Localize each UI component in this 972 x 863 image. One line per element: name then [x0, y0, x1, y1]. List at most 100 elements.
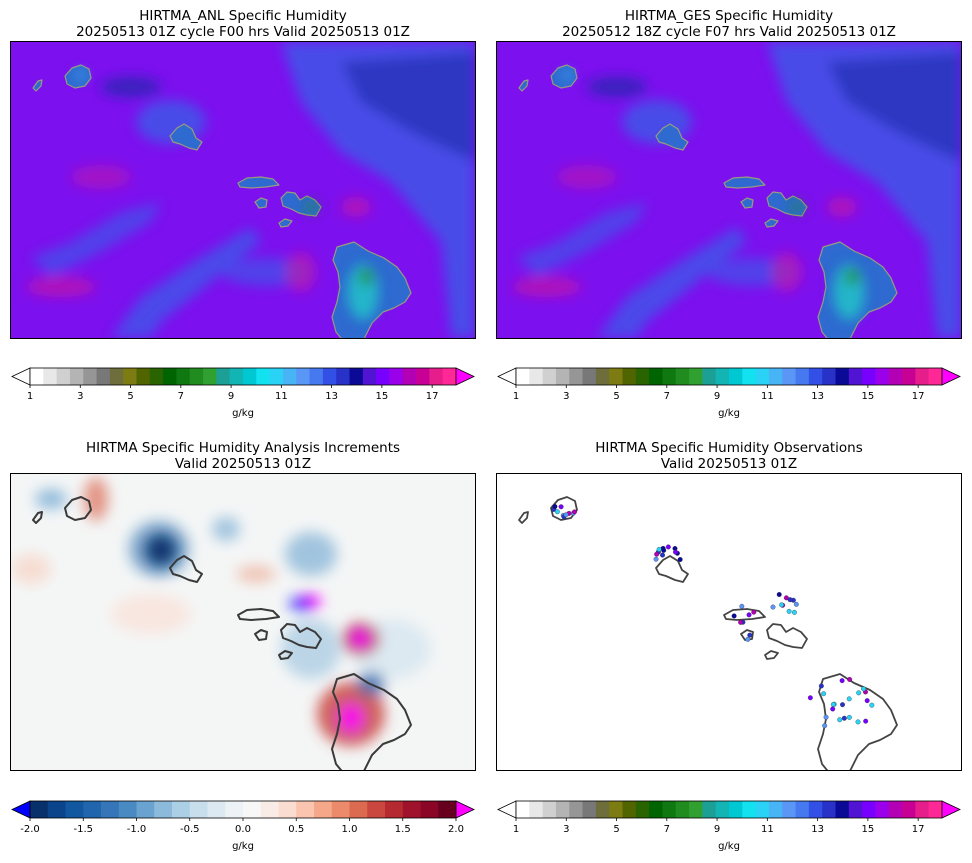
pos-west — [11, 554, 51, 584]
pos-weak — [111, 594, 191, 634]
colorbar-swatch — [555, 801, 570, 818]
colorbar-swatch — [314, 801, 333, 818]
island-lanai — [254, 629, 268, 641]
colorbar-tick-label: 0.0 — [235, 824, 251, 835]
observation-marker — [861, 686, 867, 692]
colorbar-under-arrow — [497, 800, 517, 819]
observation-marker — [818, 683, 824, 689]
observation-marker — [731, 613, 737, 619]
pos-molokai — [236, 566, 276, 582]
colorbar-swatch — [429, 368, 444, 385]
observation-marker — [739, 603, 745, 609]
lee-streak-1 — [597, 227, 747, 338]
colorbar-tick-label: 13 — [811, 391, 824, 402]
colorbar-swatch — [902, 368, 916, 385]
observation-marker — [677, 557, 683, 562]
colorbar-swatch — [875, 368, 890, 385]
colorbar-swatch — [622, 368, 637, 385]
colorbar-humidity-anl: 1 3 5 7 9 11 13 15 17 — [11, 367, 475, 402]
map-ges[interactable] — [496, 41, 962, 339]
observation-marker — [660, 552, 665, 558]
island-oahu — [169, 123, 203, 151]
colorbar-under-arrow — [497, 367, 517, 386]
colorbar-swatch — [782, 801, 797, 818]
colorbar-swatch — [715, 368, 730, 385]
panel-title-anl: HIRTMA_ANL Specific Humidity 20250513 01… — [10, 8, 476, 40]
dry-patch-2 — [772, 252, 802, 292]
colorbar-swatch — [609, 801, 623, 818]
colorbar-swatch — [662, 801, 677, 818]
island-lanai — [740, 629, 754, 641]
island-kauai — [550, 496, 578, 521]
observation-marker — [855, 719, 861, 725]
map-anl[interactable] — [10, 41, 476, 339]
observation-marker — [776, 592, 782, 597]
colorbar-tick-label: 2.0 — [448, 824, 464, 835]
pos-hawaii-north-core — [352, 631, 370, 647]
colorbar-tick-label: -1.0 — [127, 824, 147, 835]
colorbar-frame — [515, 367, 943, 386]
colorbar-swatch — [136, 368, 151, 385]
colorbar-swatch — [622, 801, 637, 818]
observation-marker — [793, 601, 799, 607]
colorbar-swatch — [675, 368, 690, 385]
colorbar-swatch — [376, 368, 390, 385]
colorbar-swatch — [928, 368, 943, 385]
colorbar-swatch — [569, 801, 584, 818]
observation-marker — [841, 715, 847, 721]
colorbar-tick-label: 5 — [127, 391, 133, 402]
neg-maui-south — [281, 619, 341, 679]
observation-marker — [746, 612, 752, 618]
title-line-2: Valid 20250513 01Z — [174, 456, 312, 472]
map-observations[interactable] — [496, 473, 962, 771]
colorbar-tick-label: 17 — [426, 391, 439, 402]
observation-background — [497, 474, 961, 770]
colorbar-under-arrow — [11, 800, 31, 819]
colorbar-swatch — [269, 368, 284, 385]
colorbar-swatch — [83, 801, 102, 818]
island-molokai — [237, 176, 280, 189]
colorbar-swatch — [755, 368, 770, 385]
observation-marker — [807, 695, 813, 701]
colorbar-tick-label: 5 — [613, 824, 619, 835]
map-increments[interactable] — [10, 473, 476, 771]
island-maui — [280, 623, 322, 649]
neg-maui-core — [289, 596, 313, 612]
island-molokai — [237, 608, 280, 621]
colorbar-increments: -2.0 -1.5 -1.0 -0.5 0.0 0.5 1.0 1.5 2.0 — [10, 799, 476, 839]
colorbar-tick-label: 1 — [513, 391, 519, 402]
observation-marker — [821, 691, 827, 697]
title-line-1: HIRTMA Specific Humidity Analysis Increm… — [85, 440, 401, 456]
title-line-2: 20250512 18Z cycle F07 hrs Valid 2025051… — [562, 24, 896, 40]
colorbar-tick-label: 1 — [27, 391, 33, 402]
colorbar-swatch — [123, 368, 137, 385]
island-kahoolawe — [278, 218, 293, 228]
kauai-moisture — [76, 71, 86, 79]
colorbar-tick-label: 0.5 — [288, 824, 304, 835]
observation-marker — [770, 604, 776, 610]
colorbar-swatch — [742, 368, 757, 385]
observation-field — [497, 474, 961, 770]
colorbar-swatch — [402, 368, 417, 385]
colorbar-tick-label: 15 — [376, 391, 389, 402]
observation-marker — [661, 547, 667, 553]
island-oahu — [655, 123, 689, 151]
colorbar-tick-label: 17 — [912, 391, 925, 402]
colorbar-swatch — [336, 368, 350, 385]
observation-marker — [837, 717, 843, 723]
colorbar-swatch — [702, 801, 717, 818]
colorbar-frame — [29, 367, 457, 386]
colorbar-swatch — [109, 368, 124, 385]
colorbar-swatch — [609, 368, 623, 385]
colorbar-swatch — [915, 801, 930, 818]
kauai-plume — [101, 77, 161, 97]
dry-patch-4 — [557, 165, 617, 189]
colorbar-tick-label: 1.0 — [342, 824, 358, 835]
title-line-2: Valid 20250513 01Z — [660, 456, 798, 472]
colorbar-over-arrow — [455, 367, 475, 386]
colorbar-unit-anl: g/kg — [232, 408, 254, 419]
colorbar-tick-label: -0.5 — [180, 824, 200, 835]
colorbar-swatch — [915, 368, 930, 385]
mauna-kea — [845, 269, 859, 285]
colorbar-tick-label: 3 — [563, 391, 569, 402]
